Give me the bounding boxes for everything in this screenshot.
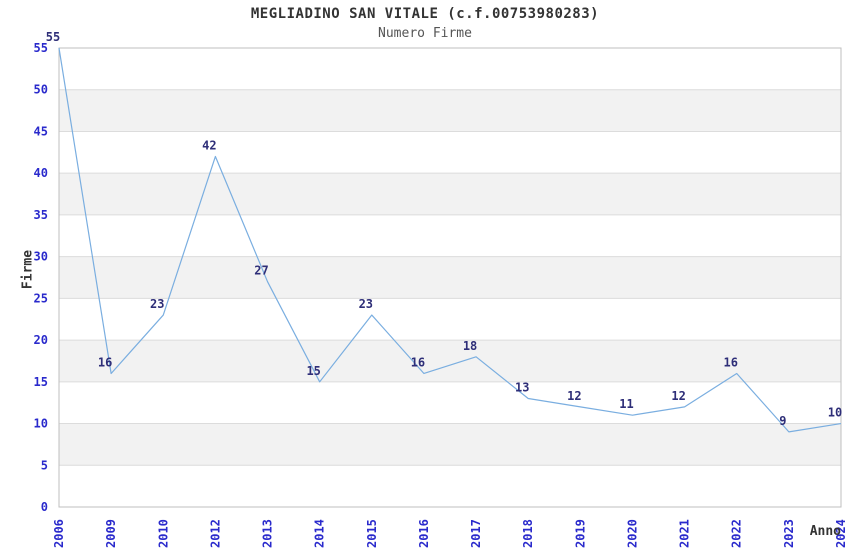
chart-subtitle: Numero Firme	[378, 26, 472, 41]
data-point-label: 23	[359, 297, 373, 311]
y-tick-label: 30	[34, 250, 48, 264]
plot-band	[59, 173, 841, 215]
y-tick-labels: 0 5 10 15 20 25 30 35 40 45 50 55	[34, 41, 48, 514]
x-tick-label: 2017	[469, 519, 483, 548]
x-tick-label: 2010	[156, 519, 170, 548]
x-tick-label: 2012	[208, 519, 222, 548]
data-point-label: 23	[150, 297, 164, 311]
y-tick-label: 35	[34, 208, 48, 222]
x-tick-label: 2020	[625, 519, 639, 548]
x-tick-label: 2006	[52, 519, 66, 548]
data-point-label: 18	[463, 339, 477, 353]
data-point-label: 42	[202, 138, 216, 152]
y-axis-title: Firme	[20, 249, 36, 290]
y-tick-label: 5	[41, 458, 48, 472]
chart-title: MEGLIADINO SAN VITALE (c.f.00753980283)	[250, 6, 600, 22]
plot-border	[58, 47, 842, 508]
y-tick-label: 45	[34, 124, 48, 138]
data-point-labels: 55 16 23 42 27 15 23 16 18 13 12 11 12 16 9 10	[46, 30, 842, 428]
data-line	[58, 47, 842, 433]
x-tick-label: 2021	[678, 519, 692, 548]
y-tick-label: 0	[41, 500, 48, 514]
x-tick-label: 2019	[573, 519, 587, 548]
data-point-label: 16	[724, 355, 738, 369]
data-point-label: 9	[779, 414, 786, 428]
data-point-label: 11	[619, 397, 633, 411]
data-point-label: 27	[254, 264, 268, 278]
y-tick-label: 20	[34, 333, 48, 347]
y-tick-label: 50	[34, 83, 48, 97]
x-tick-labels: 2006 2009 2010 2012 2013 2014 2015 2016 2017 2018…	[52, 519, 848, 548]
y-tick-label: 15	[34, 375, 48, 389]
y-tick-label: 10	[34, 417, 48, 431]
data-point-label: 10	[828, 406, 842, 420]
x-tick-label: 2015	[365, 519, 379, 548]
y-tick-label: 40	[34, 166, 48, 180]
data-point-label: 16	[411, 355, 425, 369]
plot-band	[59, 256, 841, 299]
x-tick-label: 2024	[834, 519, 848, 548]
plot-band	[59, 89, 841, 132]
data-point-label: 12	[567, 389, 581, 403]
data-point-label: 16	[98, 355, 112, 369]
y-tick-label: 25	[34, 291, 48, 305]
y-tick-label: 55	[34, 41, 48, 55]
x-tick-label: 2022	[730, 519, 744, 548]
data-point-label: 12	[671, 389, 685, 403]
plot-bands	[59, 89, 841, 466]
x-tick-label: 2009	[104, 519, 118, 548]
x-tick-label: 2016	[417, 519, 431, 548]
x-tick-label: 2023	[782, 519, 796, 548]
x-tick-label: 2018	[521, 519, 535, 548]
x-tick-label: 2013	[261, 519, 275, 548]
x-tick-label: 2014	[313, 519, 327, 548]
x-axis-title: Anno	[809, 524, 841, 539]
plot-band	[59, 340, 841, 382]
grid-lines	[59, 89, 841, 466]
data-point-label: 55	[46, 30, 60, 44]
data-point-label: 15	[306, 364, 320, 378]
data-point-label: 13	[515, 381, 529, 395]
plot-band	[59, 423, 841, 466]
